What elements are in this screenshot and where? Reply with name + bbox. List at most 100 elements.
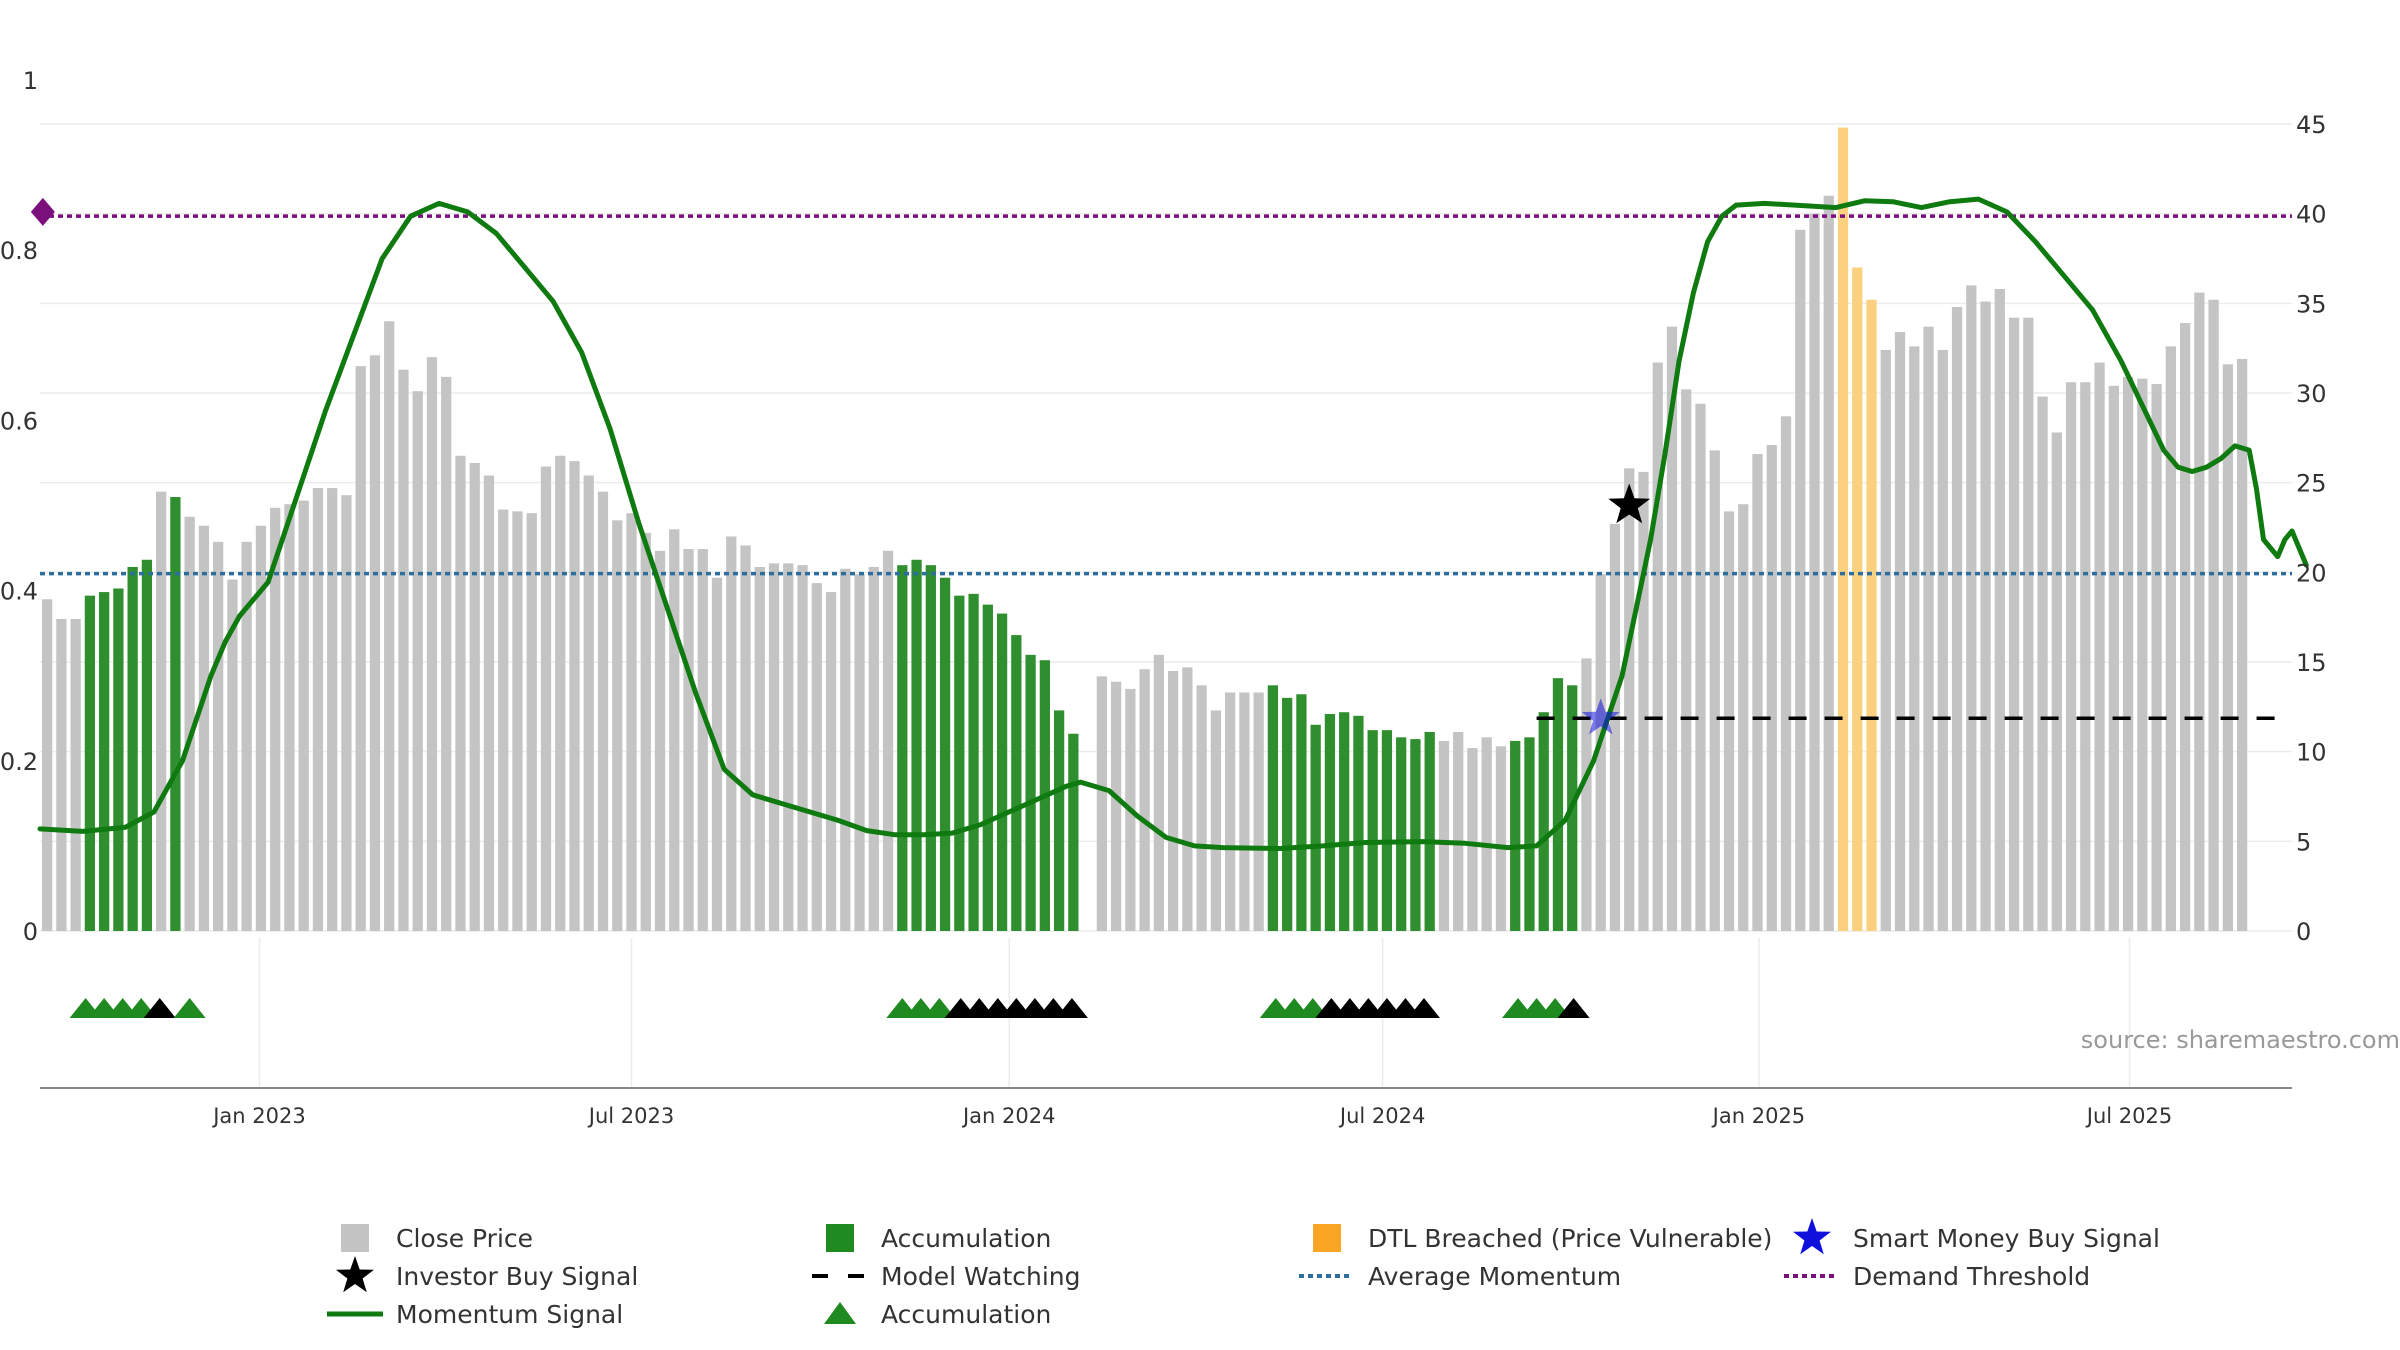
close-price-bar	[2236, 358, 2248, 932]
close-price-bar	[768, 563, 780, 931]
investor-buy-star	[1608, 483, 1651, 524]
accumulation-bar	[1367, 730, 1378, 931]
accumulation-bar	[968, 593, 979, 931]
close-price-bar	[783, 563, 794, 931]
legend-label: Model Watching	[881, 1262, 1081, 1291]
legend-star-icon	[336, 1256, 374, 1293]
close-price-bar	[1225, 692, 1236, 931]
close-price-bar	[2208, 299, 2219, 931]
close-price-bar	[1110, 681, 1122, 931]
close-price-bar	[1210, 710, 1222, 931]
accumulation-bar	[1053, 710, 1065, 931]
smart-money-star	[1581, 698, 1620, 735]
close-price-bar	[1766, 445, 1777, 931]
close-price-bar	[697, 549, 708, 931]
close-price-bar	[1738, 504, 1749, 931]
close-price-bar	[412, 391, 423, 931]
accumulation-bar	[84, 595, 96, 931]
close-price-bar	[825, 592, 837, 931]
left-axis-tick-label: 0	[23, 918, 38, 946]
close-price-bar	[868, 566, 879, 931]
close-price-bar	[1994, 288, 2005, 931]
close-price-bar	[1937, 349, 1948, 932]
accumulation-bar	[1025, 654, 1036, 931]
close-price-bar	[2165, 346, 2176, 932]
close-price-bar	[1153, 654, 1165, 931]
right-axis-tick-label: 40	[2296, 201, 2327, 229]
accumulation-bar	[1524, 737, 1535, 931]
close-price-bar	[2108, 385, 2119, 931]
accumulation-bar	[1353, 715, 1364, 931]
close-price-bar	[740, 545, 751, 931]
close-price-bar	[1666, 326, 1678, 931]
accumulation-triangle	[1055, 998, 1088, 1018]
signal-lines	[37, 196, 2309, 851]
close-price-bar	[512, 511, 523, 931]
accumulation-bar	[170, 497, 181, 931]
close-price-bar	[284, 504, 295, 931]
accumulation-bar	[113, 588, 124, 931]
close-price-bar	[2179, 323, 2191, 931]
close-price-bar	[2151, 384, 2162, 931]
close-price-bar	[612, 520, 623, 931]
x-axis-tick-label: Jul 2023	[587, 1104, 674, 1128]
close-price-bar	[1182, 667, 1193, 931]
close-price-bar	[683, 549, 694, 931]
right-axis-tick-label: 5	[2296, 828, 2311, 856]
legend-label: Close Price	[396, 1224, 533, 1253]
close-price-bar	[56, 618, 67, 931]
accumulation-triangle	[1557, 998, 1590, 1018]
close-price-bar	[1951, 306, 1963, 931]
close-price-bar	[298, 500, 309, 931]
left-axis-tick-label: 0.4	[0, 578, 38, 606]
close-price-bar	[2008, 317, 2020, 931]
close-price-bar	[2065, 382, 2077, 931]
legend-label: Accumulation	[881, 1224, 1051, 1253]
close-price-bar	[1609, 523, 1621, 931]
right-axis-tick-label: 15	[2296, 649, 2327, 677]
close-price-bar	[1438, 740, 1450, 931]
close-price-bar	[398, 369, 409, 932]
close-price-bar	[555, 455, 566, 931]
close-price-bar	[2137, 378, 2148, 931]
close-price-bar	[1495, 746, 1507, 931]
close-price-bar	[1723, 511, 1735, 931]
legend-label: Investor Buy Signal	[396, 1262, 638, 1291]
x-axis-tick-label: Jan 2023	[211, 1104, 306, 1128]
close-price-bar	[227, 579, 238, 931]
close-price-bar	[1709, 450, 1720, 931]
accumulation-bar	[1381, 730, 1393, 931]
close-price-bar	[1096, 676, 1107, 931]
close-price-bar	[669, 529, 680, 931]
close-price-bar	[1581, 658, 1592, 931]
close-price-bar	[2051, 432, 2062, 931]
close-price-bar	[626, 513, 637, 931]
close-price-bar	[1880, 349, 1891, 932]
price-bars	[41, 127, 2248, 932]
legend-label: Demand Threshold	[1853, 1262, 2090, 1291]
accumulation-bar	[982, 604, 993, 931]
close-price-bar	[70, 618, 81, 931]
close-price-bar	[1894, 332, 1906, 931]
accumulation-bar	[1510, 740, 1521, 931]
right-axis-tick-label: 35	[2296, 290, 2327, 318]
close-price-bar	[1780, 416, 1792, 931]
x-axis-tick-label: Jul 2024	[1338, 1104, 1425, 1128]
legend-swatch	[826, 1224, 854, 1252]
close-price-bar	[1481, 737, 1492, 931]
accumulation-bar	[1068, 733, 1079, 931]
accumulation-bar	[1310, 724, 1321, 931]
legend-label: Average Momentum	[1368, 1262, 1621, 1291]
threshold-diamond-marker	[30, 197, 55, 226]
close-price-bar	[2037, 396, 2048, 931]
close-price-bar	[654, 550, 666, 931]
close-price-bar	[1695, 403, 1706, 931]
close-price-bar	[1823, 195, 1834, 931]
close-price-bar	[583, 475, 594, 931]
accumulation-bar	[1339, 712, 1350, 931]
close-price-bar	[483, 475, 495, 931]
legend-label: DTL Breached (Price Vulnerable)	[1368, 1224, 1772, 1253]
close-price-bar	[1752, 453, 1763, 931]
close-price-bar	[213, 541, 224, 931]
close-price-bar	[469, 462, 480, 931]
